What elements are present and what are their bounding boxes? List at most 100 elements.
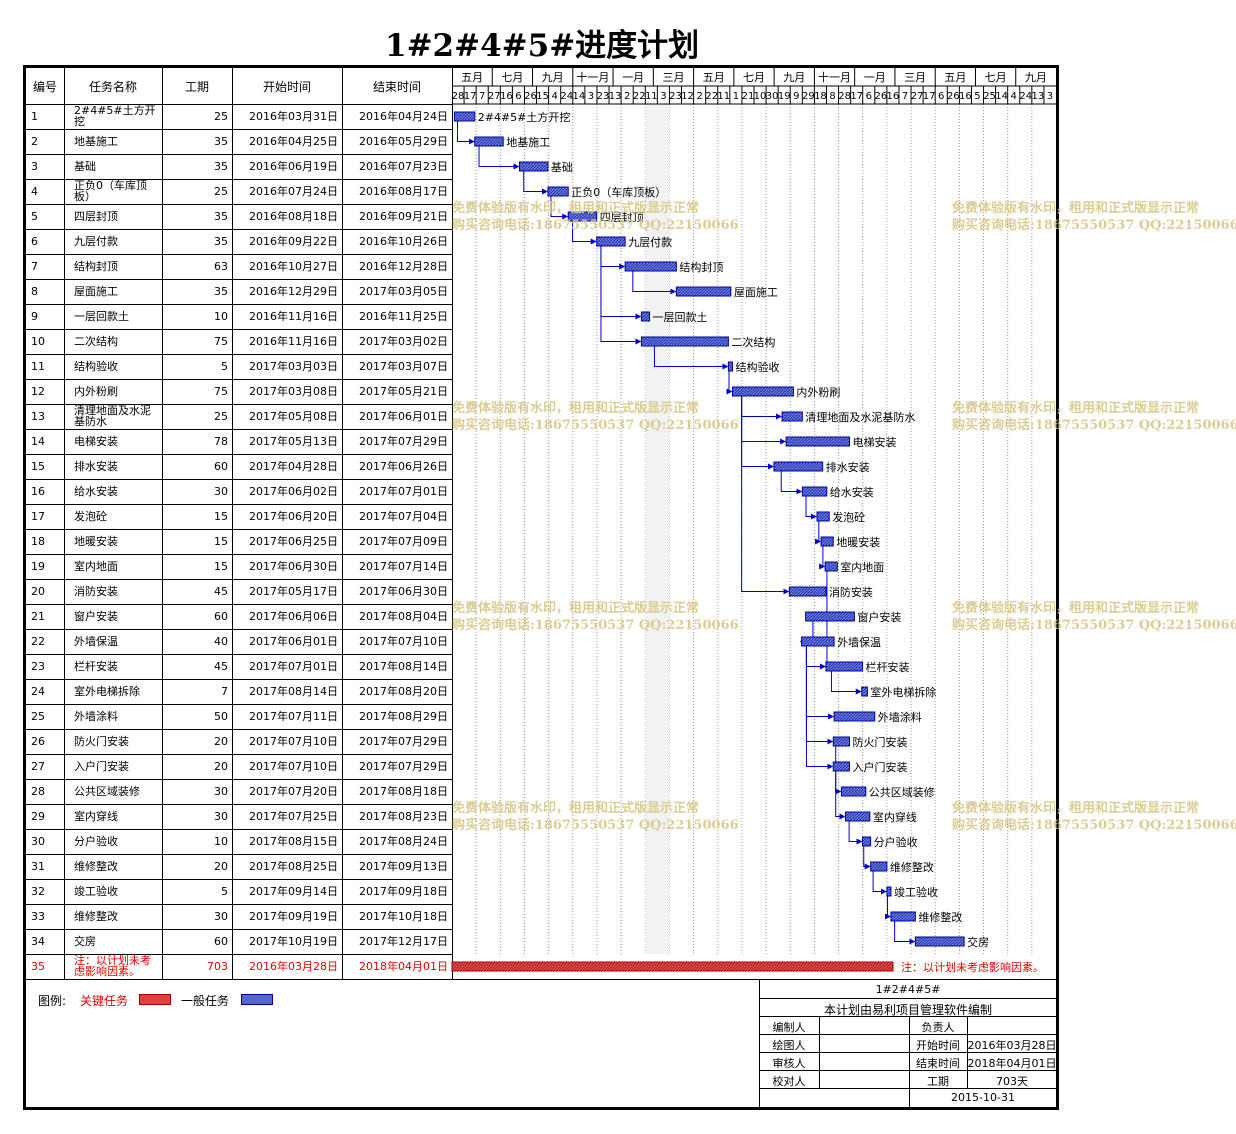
cell-duration: 25 xyxy=(214,110,228,123)
cell-task-name: 竣工验收 xyxy=(74,885,118,898)
task-bar-label: 窗户安装 xyxy=(857,610,901,624)
month-label: 五月 xyxy=(461,71,483,84)
cell-start: 2016年11月16日 xyxy=(249,310,338,323)
grid-line xyxy=(26,179,452,180)
cell-duration: 60 xyxy=(214,610,228,623)
cell-end: 2017年07月01日 xyxy=(359,485,448,498)
cell-id: 33 xyxy=(31,910,45,923)
cell-duration: 78 xyxy=(214,435,228,448)
day-label: 7 xyxy=(479,91,485,102)
cell-start: 2017年06月01日 xyxy=(249,635,338,648)
cell-task-name: 维修整改 xyxy=(74,910,118,923)
day-label: 22 xyxy=(633,91,646,102)
task-bar-label: 给水安装 xyxy=(830,485,874,499)
cell-start: 2017年09月19日 xyxy=(249,910,338,923)
month-label: 五月 xyxy=(944,71,966,84)
info-checker-label: 校对人 xyxy=(772,1075,806,1088)
cell-end: 2017年07月29日 xyxy=(359,435,448,448)
cell-task-name: 发泡砼 xyxy=(74,510,107,523)
task-bar-label: 室内地面 xyxy=(840,560,884,574)
shaded-period xyxy=(645,104,670,954)
grid-line xyxy=(26,704,452,705)
dependency-link xyxy=(572,221,597,245)
critical-task-bar xyxy=(451,961,894,972)
cell-end: 2017年09月13日 xyxy=(359,860,448,873)
cell-end: 2016年08月17日 xyxy=(359,185,448,198)
cell-start: 2016年11月16日 xyxy=(249,335,338,348)
cell-duration: 5 xyxy=(221,885,228,898)
dependency-link xyxy=(780,471,803,495)
cell-duration: 703 xyxy=(207,960,228,973)
critical-task-note: 注：以计划未考虑影响因素。 xyxy=(901,960,1044,974)
cell-end: 2016年09月21日 xyxy=(359,210,448,223)
info-start-label: 开始时间 xyxy=(916,1039,960,1052)
cell-task-name: 注：以计划未考虑影响因素。 xyxy=(74,954,151,978)
cell-start: 2017年08月25日 xyxy=(249,860,338,873)
grid-line xyxy=(26,354,452,355)
dependency-link xyxy=(884,896,891,920)
cell-start: 2017年04月28日 xyxy=(249,460,338,473)
watermark: 免费体验版有水印，租用和正式版显示正常 购买咨询电话:18675550537 QQ… xyxy=(952,801,1236,833)
cell-start: 2017年03月03日 xyxy=(249,360,338,373)
watermark: 免费体验版有水印，租用和正式版显示正常 购买咨询电话:18675550537 QQ… xyxy=(452,201,739,233)
cell-end: 2017年08月14日 xyxy=(359,660,448,673)
cell-end: 2017年09月18日 xyxy=(359,885,448,898)
cell-end: 2017年06月30日 xyxy=(359,585,448,598)
cell-duration: 10 xyxy=(214,310,228,323)
cell-start: 2016年07月24日 xyxy=(249,185,338,198)
day-label: 10 xyxy=(754,91,767,102)
task-bar-label: 屋面施工 xyxy=(734,286,778,299)
day-label: 27 xyxy=(488,91,501,102)
watermark: 免费体验版有水印，租用和正式版显示正常 购买咨询电话:18675550537 QQ… xyxy=(452,601,739,633)
task-bar-label: 防火门安装 xyxy=(853,735,908,749)
cell-task-name: 一层回款土 xyxy=(74,310,129,323)
task-bar-label: 结构封顶 xyxy=(679,260,723,274)
cell-task-name: 基础 xyxy=(74,160,96,173)
cell-end: 2016年05月29日 xyxy=(359,135,448,148)
month-label: 三月 xyxy=(662,71,684,84)
cell-task-name: 九层付款 xyxy=(74,235,118,248)
task-bar-label: 室内穿线 xyxy=(873,810,917,824)
grid-line xyxy=(452,68,453,979)
cell-duration: 35 xyxy=(214,160,228,173)
task-bar xyxy=(474,136,504,147)
cell-id: 3 xyxy=(31,160,38,173)
dependency-link xyxy=(805,646,834,745)
cell-start: 2017年07月10日 xyxy=(249,760,338,773)
month-label: 五月 xyxy=(703,71,725,84)
grid-line xyxy=(26,604,452,605)
cell-id: 27 xyxy=(31,760,45,773)
day-label: 3 xyxy=(1047,91,1053,102)
cell-task-name: 屋面施工 xyxy=(74,285,118,298)
cell-duration: 35 xyxy=(214,235,228,248)
month-label: 三月 xyxy=(904,71,926,84)
grid-line xyxy=(26,379,452,380)
task-bar xyxy=(727,361,733,372)
cell-end: 2017年03月07日 xyxy=(359,360,448,373)
month-label: 九月 xyxy=(783,71,805,84)
task-bar xyxy=(788,586,827,597)
legend-label: 图例: xyxy=(38,994,67,1008)
task-bar-label: 内外粉刷 xyxy=(796,385,840,399)
cell-task-name: 交房 xyxy=(74,935,96,948)
cell-id: 22 xyxy=(31,635,45,648)
day-label: 23 xyxy=(597,91,610,102)
cell-start: 2017年05月17日 xyxy=(249,585,338,598)
cell-task-name: 外墙保温 xyxy=(74,635,118,648)
cell-start: 2017年07月20日 xyxy=(249,785,338,798)
legend-normal-swatch xyxy=(241,994,273,1005)
task-bar-label: 结构验收 xyxy=(735,360,779,374)
day-label: 28 xyxy=(452,91,465,102)
day-label: 11 xyxy=(717,91,730,102)
task-bar xyxy=(781,411,803,422)
watermark: 免费体验版有水印，租用和正式版显示正常 购买咨询电话:18675550537 QQ… xyxy=(452,801,739,833)
task-bar xyxy=(773,461,824,472)
cell-id: 17 xyxy=(31,510,45,523)
grid-line xyxy=(342,68,343,979)
cell-task-name: 外墙涂料 xyxy=(74,710,118,723)
task-bar-label: 一层回款土 xyxy=(653,310,708,324)
cell-start: 2017年10月19日 xyxy=(249,935,338,948)
cell-task-name: 入户门安装 xyxy=(74,760,129,773)
task-bar-label: 发泡砼 xyxy=(832,510,865,524)
cell-id: 20 xyxy=(31,585,45,598)
